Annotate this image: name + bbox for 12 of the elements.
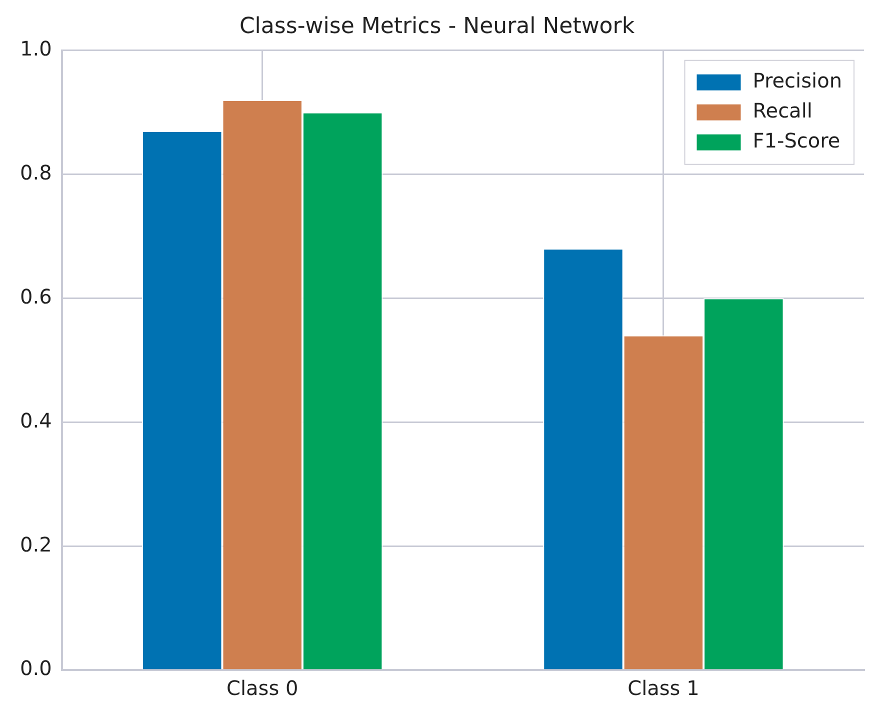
y-tick-label: 0.4	[20, 408, 52, 432]
x-tick-label: Class 0	[226, 676, 298, 700]
y-tick-label: 0.0	[20, 656, 52, 680]
y-tick-label: 0.8	[20, 160, 52, 185]
x-tick-label: Class 1	[628, 676, 700, 700]
chart-title: Class-wise Metrics - Neural Network	[239, 14, 635, 39]
y-tick-label: 1.0	[20, 36, 52, 61]
y-tick-label: 0.2	[20, 532, 52, 556]
legend-label: F1-Score	[752, 128, 840, 153]
y-tick-label: 0.6	[20, 284, 52, 308]
legend-label: Precision	[752, 68, 842, 93]
legend-label: Recall	[752, 98, 812, 123]
